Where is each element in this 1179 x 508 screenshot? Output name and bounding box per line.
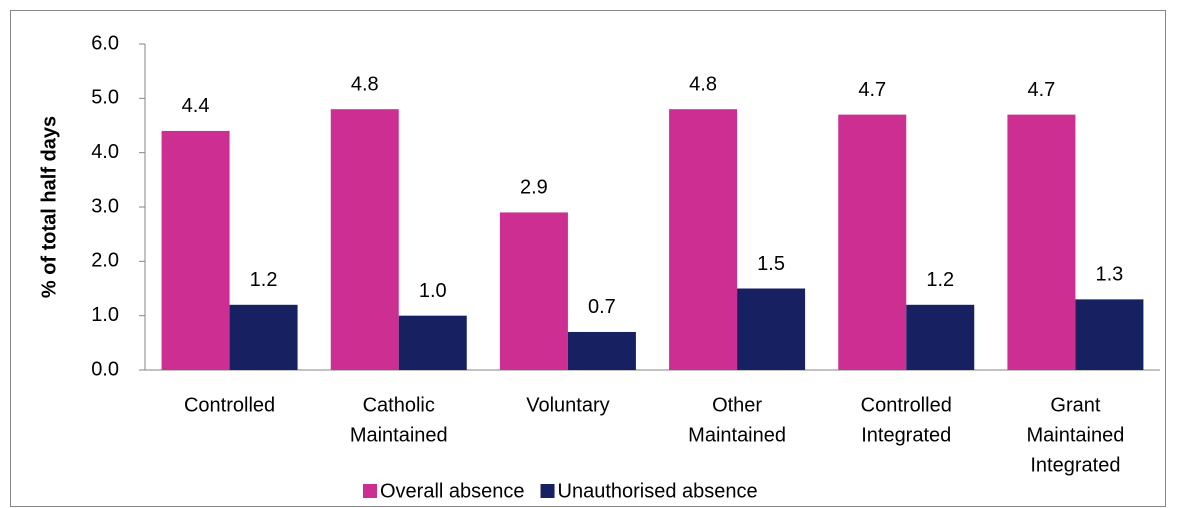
y-tick-label: 1.0 <box>91 304 119 326</box>
x-tick-label: Controlled <box>861 394 952 416</box>
bar <box>398 315 467 370</box>
bar <box>1075 299 1144 370</box>
y-tick-label: 5.0 <box>91 87 119 109</box>
value-label: 4.7 <box>1028 79 1056 101</box>
y-axis-label: % of total half days <box>38 116 60 298</box>
legend-swatch <box>363 484 377 498</box>
legend-swatch <box>540 484 555 498</box>
value-label: 1.2 <box>250 269 278 291</box>
value-label: 1.2 <box>926 269 954 291</box>
y-tick-label: 4.0 <box>91 141 119 163</box>
value-label: 1.0 <box>419 280 447 302</box>
x-tick-label: Controlled <box>184 394 275 416</box>
legend-label: Unauthorised absence <box>558 480 758 502</box>
y-tick-label: 3.0 <box>91 195 119 217</box>
bar <box>669 109 738 370</box>
chart-border <box>10 10 1166 507</box>
y-tick-label: 6.0 <box>91 32 119 54</box>
bar <box>906 304 975 370</box>
x-tick-label: Integrated <box>861 424 951 446</box>
legend-label: Overall absence <box>380 480 525 502</box>
bar <box>567 331 636 370</box>
x-tick-label: Voluntary <box>526 394 609 416</box>
value-label: 4.8 <box>689 73 717 95</box>
x-tick-label: Catholic <box>363 394 435 416</box>
value-label: 1.5 <box>757 253 785 275</box>
y-tick-label: 0.0 <box>91 358 119 380</box>
x-tick-label: Grant <box>1050 394 1100 416</box>
y-tick-label: 2.0 <box>91 250 119 272</box>
x-tick-label: Maintained <box>1026 424 1124 446</box>
value-label: 2.9 <box>520 177 548 199</box>
value-label: 0.7 <box>588 296 616 318</box>
value-label: 1.3 <box>1096 264 1124 286</box>
value-label: 4.7 <box>858 79 886 101</box>
value-label: 4.4 <box>182 95 210 117</box>
bar <box>1007 114 1076 370</box>
x-tick-label: Integrated <box>1030 454 1120 476</box>
bar <box>229 304 298 370</box>
x-tick-label: Other <box>712 394 762 416</box>
bar <box>330 109 399 370</box>
value-label: 4.8 <box>351 73 379 95</box>
bar <box>499 212 568 370</box>
bar <box>838 114 907 370</box>
bar <box>737 288 806 370</box>
x-tick-label: Maintained <box>350 424 448 446</box>
x-tick-label: Maintained <box>688 424 786 446</box>
bar <box>161 130 230 370</box>
